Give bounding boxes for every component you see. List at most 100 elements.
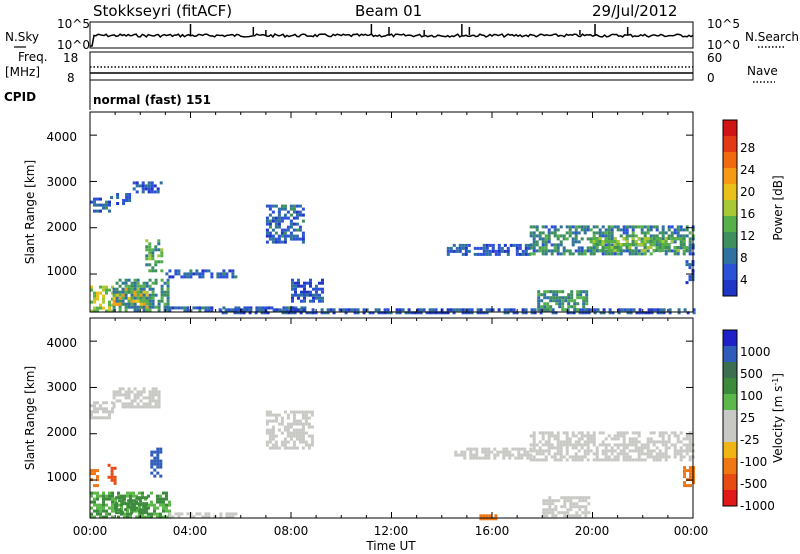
data-cell [541,458,545,462]
data-cell [593,311,597,315]
data-cell [585,296,589,300]
data-cell [607,443,611,447]
data-cell [546,305,550,309]
data-cell [502,456,506,460]
data-cell [545,499,549,503]
data-cell [416,311,420,315]
data-cell [118,387,122,391]
data-cell [311,311,315,315]
data-cell [482,517,486,521]
data-cell [141,184,145,188]
data-cell [115,296,119,300]
data-cell [578,514,582,518]
data-cell [556,246,560,250]
data-cell [646,437,650,441]
data-cell [383,311,387,315]
data-cell [306,281,309,285]
data-cell [249,306,253,310]
data-cell [616,225,620,229]
data-cell [613,434,617,438]
data-cell [631,228,635,232]
data-cell [554,499,558,503]
data-cell [105,509,108,513]
data-cell [148,251,152,255]
data-cell [537,296,541,300]
data-cell [123,497,126,501]
data-cell [610,234,614,238]
velocity-cbar-label: Velocity [m s-1] [771,373,785,463]
data-cell [484,447,488,451]
data-cell [521,311,525,315]
data-cell [133,281,137,285]
data-cell [568,252,572,256]
data-cell [136,293,140,297]
data-cell [133,393,137,397]
velocity-ytick-4000: 4000 [46,336,77,350]
data-cell [579,296,583,300]
data-cell [362,311,366,315]
data-cell [535,458,539,462]
data-cell [139,511,143,515]
data-cell [102,509,105,513]
data-cell [118,496,122,500]
data-cell [571,446,575,450]
data-cell [303,296,306,300]
data-cell [127,387,131,391]
data-cell [162,506,165,510]
data-cell [286,413,290,417]
data-cell [524,243,528,247]
data-cell [481,450,485,454]
data-cell [304,431,308,435]
data-cell [622,243,626,246]
data-cell [484,456,488,460]
data-cell [482,311,486,315]
data-cell [545,514,549,518]
data-cell [148,305,152,309]
data-cell [148,293,152,297]
data-cell [625,431,629,435]
nave-label: Nave [747,64,778,78]
data-cell [154,293,158,297]
data-cell [551,499,555,503]
data-cell [532,446,536,450]
data-cell [130,296,134,300]
data-cell [265,204,269,208]
data-cell [231,515,235,519]
data-cell [312,287,315,291]
data-cell [610,252,614,256]
data-cell [148,390,152,394]
data-cell [118,399,122,403]
data-cell [271,419,275,423]
data-cell [473,246,477,250]
data-cell [292,443,296,447]
data-cell [142,502,146,506]
data-cell [154,390,158,394]
data-cell [153,512,156,516]
data-cell [114,500,117,504]
data-cell [628,443,632,447]
data-cell [301,422,305,426]
power-cbar-tick-12: 12 [740,229,755,243]
data-cell [286,225,290,229]
data-cell [658,455,662,459]
data-cell [485,243,489,247]
data-cell [661,434,665,438]
data-cell [574,225,578,229]
data-cell [110,478,114,482]
data-cell [274,225,278,229]
data-cell [93,297,96,301]
data-cell [604,443,608,447]
data-cell [151,296,155,300]
data-cell [115,393,119,397]
velocity-colorbar-segment [723,490,737,506]
data-cell [643,240,647,243]
data-cell [500,246,504,250]
data-cell [502,453,506,457]
data-cell [160,278,164,282]
data-cell [268,428,272,432]
data-cell [292,207,296,211]
data-cell [271,210,275,214]
data-cell [154,260,158,264]
data-cell [274,240,278,244]
data-cell [482,514,486,518]
